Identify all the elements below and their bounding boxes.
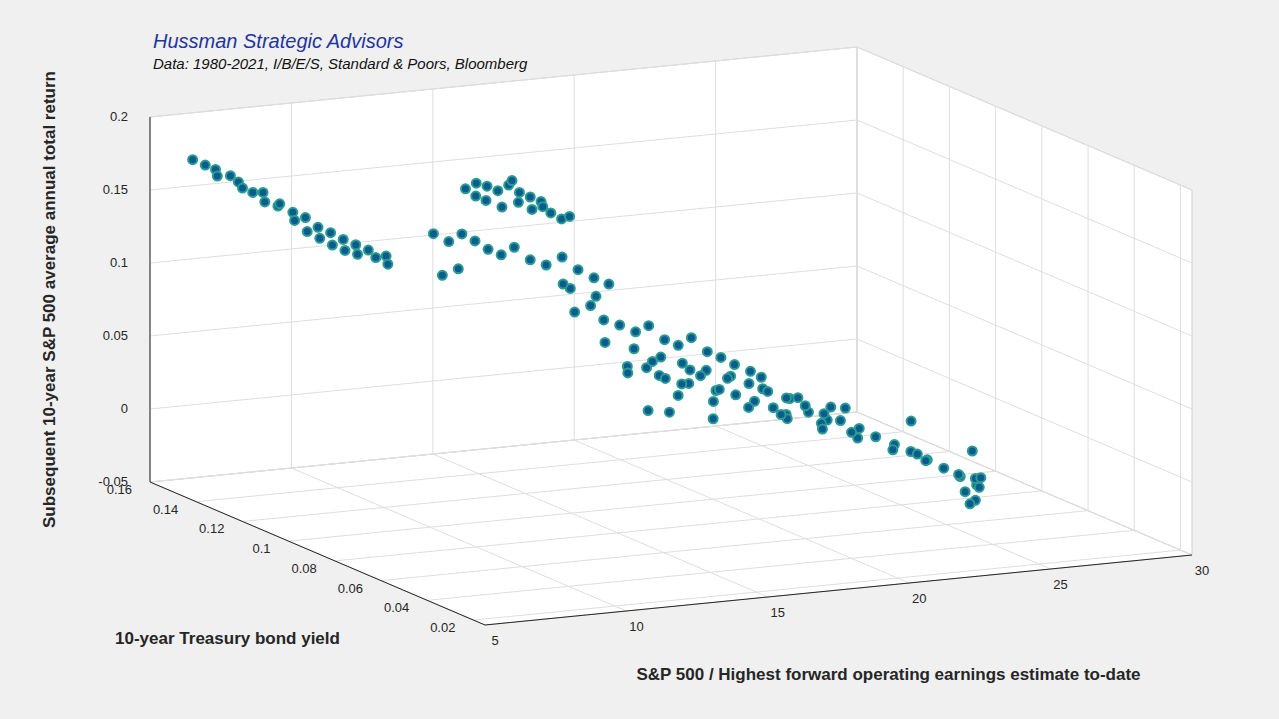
svg-text:S&P 500 / Highest forward oper: S&P 500 / Highest forward operating earn… xyxy=(636,665,1140,684)
svg-text:10: 10 xyxy=(629,619,643,634)
svg-text:0.1: 0.1 xyxy=(253,541,271,556)
svg-text:Subsequent 10-year S&P 500 ave: Subsequent 10-year S&P 500 average annua… xyxy=(40,71,59,528)
svg-text:0.06: 0.06 xyxy=(338,581,363,596)
svg-text:-0.05: -0.05 xyxy=(98,474,128,489)
svg-text:0.12: 0.12 xyxy=(199,521,224,536)
svg-text:Data: 1980-2021, I/B/E/S, Stan: Data: 1980-2021, I/B/E/S, Standard & Poo… xyxy=(153,55,528,72)
svg-text:0.15: 0.15 xyxy=(103,182,128,197)
svg-text:0.05: 0.05 xyxy=(103,328,128,343)
svg-text:20: 20 xyxy=(912,591,926,606)
svg-text:0.2: 0.2 xyxy=(110,109,128,124)
svg-text:25: 25 xyxy=(1053,577,1067,592)
svg-text:5: 5 xyxy=(491,633,498,648)
svg-text:0.02: 0.02 xyxy=(430,620,455,635)
svg-text:0: 0 xyxy=(121,401,128,416)
svg-text:10-year Treasury bond yield: 10-year Treasury bond yield xyxy=(115,629,340,648)
svg-text:30: 30 xyxy=(1195,563,1209,578)
svg-text:0.16: 0.16 xyxy=(106,482,132,497)
svg-text:0.08: 0.08 xyxy=(292,561,317,576)
svg-text:0.14: 0.14 xyxy=(153,502,178,517)
svg-text:0.04: 0.04 xyxy=(384,600,409,615)
svg-text:15: 15 xyxy=(771,605,785,620)
svg-text:0.1: 0.1 xyxy=(110,255,128,270)
svg-text:Hussman Strategic Advisors: Hussman Strategic Advisors xyxy=(153,30,403,52)
